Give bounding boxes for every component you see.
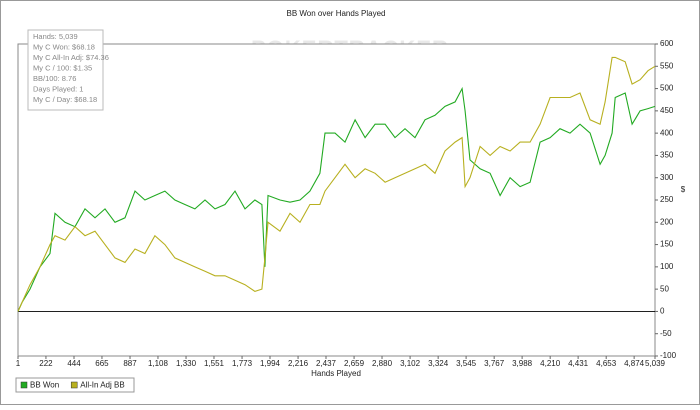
x-tick-label: 3,324 [428,359,449,368]
x-tick-label: 1 [16,359,21,368]
x-tick-label: 4,210 [540,359,561,368]
y-tick-label: -50 [660,329,672,338]
chart-title: BB Won over Hands Played [286,9,385,18]
y-tick-label: 250 [660,195,674,204]
x-tick-label: 4,874 [624,359,645,368]
x-tick-label: 444 [67,359,81,368]
x-tick-label: 2,437 [316,359,337,368]
y-axis-label: $ [681,185,686,194]
plot: -100 -50 0 50 100 150 200 250 300 350 400 450 500 550… [16,39,677,368]
legend-label: All-In Adj BB [80,381,124,390]
info-line: My C All-In Adj: $74.36 [33,53,109,62]
x-tick-label: 665 [95,359,109,368]
y-tick-label: 500 [660,84,674,93]
y-tick-label: 0 [660,307,665,316]
y-tick-label: 150 [660,240,674,249]
y-tick-label: 600 [660,39,674,48]
x-tick-label: 4,653 [596,359,617,368]
x-tick-label: 1,330 [176,359,197,368]
info-frame [27,29,104,111]
y-tick-label: 50 [660,284,669,293]
x-tick-label: 3,545 [456,359,477,368]
info-line: My C Won: $68.18 [33,42,95,51]
info-line: BB/100: 8.76 [33,74,76,83]
x-axis-label: Hands Played [311,369,361,378]
x-tick-label: 1,108 [148,359,169,368]
y-tick-label: 350 [660,151,674,160]
y-tick-label: 550 [660,61,674,70]
info-line: My C / Day: $68.18 [33,95,97,104]
x-tick-label: 5,039 [645,359,666,368]
x-tick-label: 222 [39,359,53,368]
y-tick-label: 300 [660,173,674,182]
info-line: Days Played: 1 [33,84,83,93]
y-tick-label: 450 [660,106,674,115]
y-tick-label: -100 [660,351,677,360]
x-tick-label: 3,988 [512,359,533,368]
x-tick-label: 887 [123,359,137,368]
y-tick-label: 100 [660,262,674,271]
plot-area [17,43,656,357]
x-tick-label: 1,994 [260,359,281,368]
legend-label: BB Won [30,381,59,390]
x-tick-label: 2,216 [288,359,309,368]
x-tick-label: 1,773 [232,359,253,368]
y-tick-label: 200 [660,217,674,226]
legend-swatch [20,381,28,389]
x-tick-label: 2,659 [344,359,365,368]
y-tick-label: 400 [660,128,674,137]
x-tick-label: 3,767 [484,359,505,368]
x-tick-label: 4,431 [568,359,589,368]
legend: BB Won All-In Adj BB [15,377,135,393]
series-line [17,86,656,312]
info-line: Hands: 5,039 [33,32,78,41]
x-tick-label: 2,880 [372,359,393,368]
x-tick-label: 1,551 [204,359,225,368]
legend-swatch [70,381,78,389]
series-line [17,56,656,312]
info-line: My C / 100: $1.35 [33,63,92,72]
x-tick-label: 3,102 [400,359,421,368]
